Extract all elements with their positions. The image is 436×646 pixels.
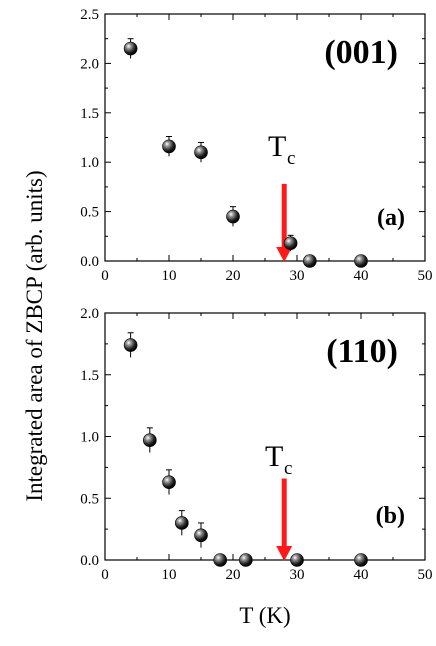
x-tick-label: 50 (418, 567, 433, 583)
panel-label: (a) (377, 205, 405, 231)
y-tick-label: 1.0 (80, 155, 99, 171)
data-point (290, 553, 304, 567)
y-tick-label: 0.0 (80, 553, 99, 569)
y-tick-label: 0.5 (80, 205, 99, 221)
data-point (194, 145, 208, 160)
y-tick-label: 1.5 (80, 106, 99, 122)
tc-arrow-head (276, 247, 293, 262)
panel-110: 0 10 20 30 40 50 0.0 0.5 1.0 1.5 2.0 (110) (b) T c (80, 306, 432, 583)
tc-subscript: c (284, 458, 292, 479)
data-point (239, 553, 253, 567)
data-point (194, 528, 208, 543)
x-axis-title: T (K) (239, 603, 290, 628)
panel-title: (110) (326, 333, 398, 370)
tc-subscript: c (287, 148, 295, 169)
y-axis-title: Integrated area of ZBCP (arb. units) (22, 170, 47, 501)
y-tick-label: 2.0 (80, 56, 99, 72)
y-tick-label: 2.0 (80, 306, 99, 322)
data-point (354, 553, 368, 567)
tc-label: T (265, 440, 283, 473)
y-tick-label: 0.0 (80, 254, 99, 270)
data-point (354, 254, 368, 268)
x-tick-label: 10 (162, 567, 177, 583)
data-point (162, 139, 176, 154)
data-point (226, 209, 240, 224)
y-tick-label: 1.0 (80, 430, 99, 446)
data-point (175, 516, 189, 530)
x-tick-label: 0 (101, 567, 109, 583)
x-tick-label: 40 (354, 567, 369, 583)
tc-arrow-head (276, 546, 293, 561)
panel-001: 0 10 20 30 40 50 0.0 0.5 1.0 1.5 2.0 2.5 (001) (a) T c (80, 7, 432, 284)
panel-title: (001) (324, 34, 398, 71)
panel-label: (b) (376, 503, 405, 529)
x-tick-label: 30 (290, 567, 305, 583)
y-tick-label: 1.5 (80, 368, 99, 384)
x-tick-label: 20 (226, 268, 241, 284)
data-point (123, 41, 138, 56)
x-tick-label: 0 (101, 268, 109, 284)
data-point (213, 553, 227, 567)
data-point (123, 338, 138, 352)
x-tick-label: 50 (418, 268, 433, 284)
data-point (283, 236, 298, 251)
x-tick-label: 30 (290, 268, 305, 284)
y-tick-label: 2.5 (80, 7, 99, 23)
data-point (162, 475, 176, 489)
data-point (143, 433, 157, 448)
y-tick-label: 0.5 (80, 491, 99, 507)
x-tick-label: 10 (162, 268, 177, 284)
data-point (302, 254, 317, 268)
x-tick-label: 20 (226, 567, 241, 583)
tc-label: T (268, 130, 286, 163)
x-tick-label: 40 (354, 268, 369, 284)
